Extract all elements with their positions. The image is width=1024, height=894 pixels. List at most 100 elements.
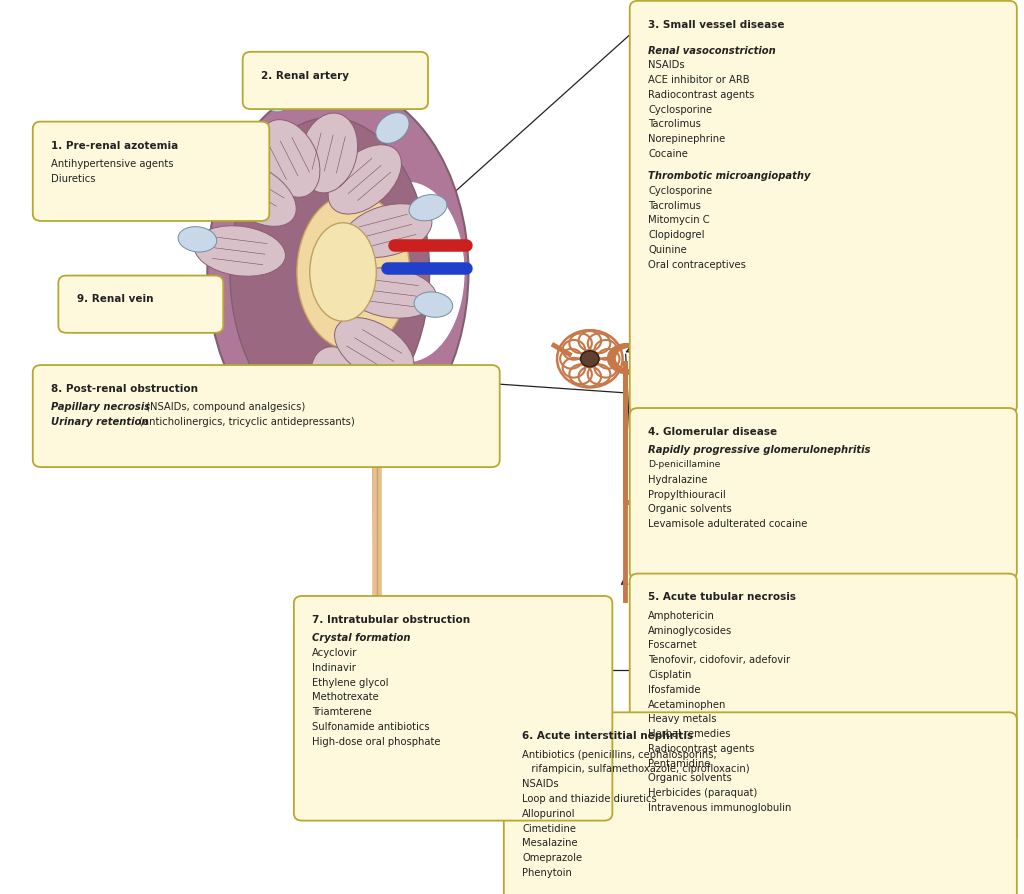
Text: Oral contraceptives: Oral contraceptives	[648, 259, 746, 269]
Text: (NSAIDs, compound analgesics): (NSAIDs, compound analgesics)	[143, 402, 305, 412]
Text: Rapidly progressive glomerulonephritis: Rapidly progressive glomerulonephritis	[648, 445, 870, 455]
FancyBboxPatch shape	[243, 53, 428, 110]
Text: Urinary retention: Urinary retention	[51, 417, 148, 426]
Text: Renal vasoconstriction: Renal vasoconstriction	[648, 46, 776, 55]
Text: Cyclosporine: Cyclosporine	[648, 186, 713, 196]
Ellipse shape	[322, 71, 350, 105]
Text: Cocaine: Cocaine	[648, 148, 688, 159]
Text: Papillary necrosis: Papillary necrosis	[51, 402, 151, 412]
FancyBboxPatch shape	[630, 574, 1017, 843]
Ellipse shape	[376, 114, 409, 144]
Text: 2. Renal artery: 2. Renal artery	[261, 71, 349, 80]
Text: Omeprazole: Omeprazole	[522, 852, 583, 862]
Text: Ethylene glycol: Ethylene glycol	[312, 677, 389, 687]
Text: Radiocontrast agents: Radiocontrast agents	[648, 89, 755, 100]
Ellipse shape	[207, 85, 469, 460]
Text: Mitomycin C: Mitomycin C	[648, 215, 710, 225]
Text: Acetaminophen: Acetaminophen	[648, 699, 727, 709]
Text: 5. Acute tubular necrosis: 5. Acute tubular necrosis	[648, 592, 797, 602]
Text: Quinine: Quinine	[648, 245, 687, 255]
Text: rifampicin, sulfamethoxazole, ciprofloxacin): rifampicin, sulfamethoxazole, ciprofloxa…	[522, 763, 750, 773]
Ellipse shape	[390, 379, 425, 408]
Text: Cyclosporine: Cyclosporine	[648, 105, 713, 114]
Text: 7. Intratubular obstruction: 7. Intratubular obstruction	[312, 614, 470, 624]
Text: Crystal formation: Crystal formation	[312, 633, 411, 643]
Text: Organic solvents: Organic solvents	[648, 504, 732, 514]
Text: Herbal remedies: Herbal remedies	[648, 729, 731, 738]
Text: Propylthiouracil: Propylthiouracil	[648, 489, 726, 499]
Text: ACE inhibitor or ARB: ACE inhibitor or ARB	[648, 75, 750, 85]
FancyBboxPatch shape	[58, 276, 223, 333]
Text: Triamterene: Triamterene	[312, 706, 372, 716]
Text: 6. Acute interstitial nephritis: 6. Acute interstitial nephritis	[522, 730, 693, 740]
Ellipse shape	[195, 226, 286, 277]
Text: Thrombotic microangiopathy: Thrombotic microangiopathy	[648, 171, 811, 181]
Text: 4. Glomerular disease: 4. Glomerular disease	[648, 426, 777, 436]
Text: D-penicillamine: D-penicillamine	[648, 460, 721, 468]
Text: 1. Pre-renal azotemia: 1. Pre-renal azotemia	[51, 140, 178, 150]
Text: Loop and thiazide diuretics: Loop and thiazide diuretics	[522, 793, 657, 803]
FancyBboxPatch shape	[630, 409, 1017, 579]
Ellipse shape	[297, 195, 410, 351]
Text: Mesalazine: Mesalazine	[522, 838, 578, 848]
Ellipse shape	[311, 348, 373, 425]
Text: NSAIDs: NSAIDs	[648, 60, 685, 71]
Ellipse shape	[258, 121, 319, 198]
Text: NSAIDs: NSAIDs	[522, 779, 559, 789]
Circle shape	[581, 351, 599, 367]
Text: Acyclovir: Acyclovir	[312, 647, 357, 657]
Ellipse shape	[309, 224, 377, 322]
Ellipse shape	[409, 196, 446, 222]
Text: Amphotericin: Amphotericin	[648, 611, 715, 620]
Text: 3. Small vessel disease: 3. Small vessel disease	[648, 20, 784, 30]
FancyBboxPatch shape	[630, 2, 1017, 414]
Ellipse shape	[341, 433, 372, 466]
Ellipse shape	[217, 163, 296, 227]
Ellipse shape	[300, 114, 357, 194]
Text: Herbicides (paraquat): Herbicides (paraquat)	[648, 788, 758, 797]
FancyBboxPatch shape	[294, 596, 612, 821]
Text: Indinavir: Indinavir	[312, 662, 356, 672]
Text: (anticholinergics, tricyclic antidepressants): (anticholinergics, tricyclic antidepress…	[136, 417, 355, 426]
Ellipse shape	[335, 318, 414, 383]
Text: Tacrolimus: Tacrolimus	[648, 119, 701, 130]
Text: Ifosfamide: Ifosfamide	[648, 684, 700, 694]
Text: Hydralazine: Hydralazine	[648, 475, 708, 485]
Text: Sulfonamide antibiotics: Sulfonamide antibiotics	[312, 721, 430, 731]
Text: Tenofovir, cidofovir, adefovir: Tenofovir, cidofovir, adefovir	[648, 654, 791, 664]
Text: Intravenous immunoglobulin: Intravenous immunoglobulin	[648, 802, 792, 812]
Text: Norepinephrine: Norepinephrine	[648, 134, 725, 144]
Text: Antibiotics (penicillins, cephalosporins,: Antibiotics (penicillins, cephalosporins…	[522, 749, 717, 759]
Ellipse shape	[178, 227, 217, 253]
Text: 9. Renal vein: 9. Renal vein	[77, 294, 154, 304]
Text: Organic solvents: Organic solvents	[648, 772, 732, 782]
Text: Cisplatin: Cisplatin	[648, 670, 691, 679]
Ellipse shape	[345, 268, 436, 319]
Text: Cimetidine: Cimetidine	[522, 822, 577, 832]
Text: Antihypertensive agents: Antihypertensive agents	[51, 159, 174, 169]
FancyBboxPatch shape	[504, 713, 1017, 894]
Text: Radiocontrast agents: Radiocontrast agents	[648, 743, 755, 753]
Text: Allopurinol: Allopurinol	[522, 808, 575, 818]
Text: Diuretics: Diuretics	[51, 173, 95, 183]
Ellipse shape	[343, 205, 432, 258]
Text: Aminoglycosides: Aminoglycosides	[648, 625, 732, 635]
Text: Heavy metals: Heavy metals	[648, 713, 717, 723]
Text: Methotrexate: Methotrexate	[312, 692, 379, 702]
Text: Pentamidine: Pentamidine	[648, 758, 711, 768]
Ellipse shape	[229, 118, 430, 427]
Text: Phenytoin: Phenytoin	[522, 867, 572, 877]
Ellipse shape	[414, 292, 453, 318]
Text: Levamisole adulterated cocaine: Levamisole adulterated cocaine	[648, 519, 808, 528]
Text: High-dose oral phosphate: High-dose oral phosphate	[312, 736, 440, 746]
Text: 8. Post-renal obstruction: 8. Post-renal obstruction	[51, 384, 199, 393]
Text: Foscarnet: Foscarnet	[648, 640, 696, 650]
Ellipse shape	[328, 146, 401, 215]
FancyBboxPatch shape	[33, 366, 500, 468]
Ellipse shape	[259, 80, 290, 113]
Ellipse shape	[206, 138, 241, 166]
Text: Tacrolimus: Tacrolimus	[648, 200, 701, 210]
Ellipse shape	[351, 183, 464, 362]
FancyBboxPatch shape	[33, 122, 269, 222]
Text: Clopidogrel: Clopidogrel	[648, 230, 705, 240]
